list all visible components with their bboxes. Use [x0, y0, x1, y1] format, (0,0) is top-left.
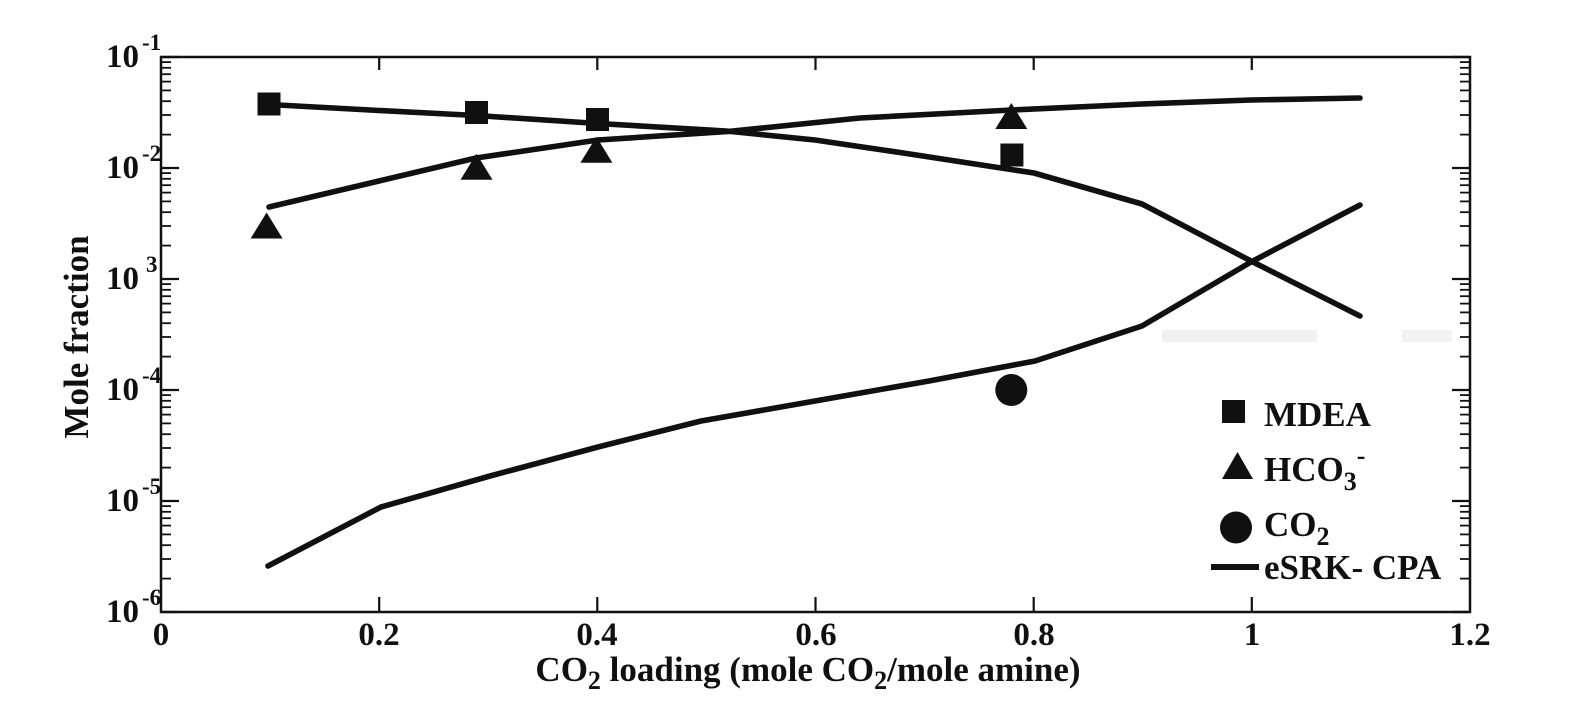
svg-text:0.8: 0.8 — [1013, 617, 1054, 653]
svg-text:0: 0 — [153, 617, 170, 653]
svg-text:HCO3-: HCO3- — [1264, 441, 1365, 496]
svg-text:10: 10 — [106, 594, 139, 630]
svg-text:10: 10 — [106, 39, 139, 75]
svg-text:0.4: 0.4 — [576, 617, 617, 653]
svg-text:-5: -5 — [142, 474, 161, 499]
svg-text:10: 10 — [106, 372, 139, 408]
svg-text:1.2: 1.2 — [1449, 617, 1490, 653]
svg-text:Mole fraction: Mole fraction — [57, 235, 96, 438]
svg-text:-2: -2 — [142, 141, 161, 166]
svg-text:MDEA: MDEA — [1264, 395, 1372, 434]
svg-text:0.6: 0.6 — [795, 617, 836, 653]
svg-text:10: 10 — [106, 150, 139, 186]
svg-text:-1: -1 — [142, 30, 161, 55]
svg-text:eSRK- CPA: eSRK- CPA — [1264, 548, 1442, 587]
svg-text:10: 10 — [106, 261, 139, 297]
svg-text:3: 3 — [146, 252, 158, 277]
svg-text:0.2: 0.2 — [358, 617, 399, 653]
svg-text:10: 10 — [106, 483, 139, 519]
svg-text:1: 1 — [1244, 617, 1261, 653]
svg-text:-4: -4 — [142, 363, 162, 388]
svg-text:CO2: CO2 — [1264, 505, 1330, 551]
svg-text:CO2 loading (mole CO2/mole ami: CO2 loading (mole CO2/mole amine) — [535, 650, 1080, 695]
svg-text:-6: -6 — [142, 585, 161, 610]
